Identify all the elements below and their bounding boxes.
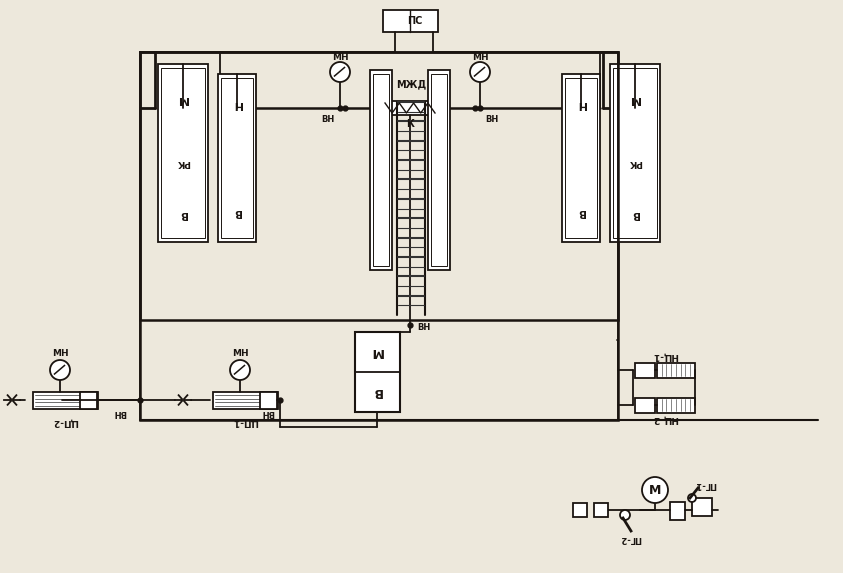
Bar bbox=[355, 332, 400, 412]
Text: К: К bbox=[406, 119, 414, 129]
Bar bbox=[383, 10, 438, 32]
Bar bbox=[594, 503, 608, 517]
Bar bbox=[221, 78, 253, 238]
Text: МЖД: МЖД bbox=[396, 79, 426, 89]
Text: ЦП-2: ЦП-2 bbox=[52, 418, 78, 426]
Text: М: М bbox=[630, 94, 641, 104]
Bar bbox=[562, 74, 600, 242]
Bar bbox=[613, 68, 657, 238]
Text: В: В bbox=[631, 209, 639, 219]
Bar bbox=[670, 502, 685, 520]
Bar bbox=[33, 392, 98, 409]
Circle shape bbox=[50, 360, 70, 380]
Text: ПС: ПС bbox=[407, 16, 422, 26]
Text: ВН: ВН bbox=[486, 115, 498, 124]
Text: ПГ-2: ПГ-2 bbox=[620, 535, 641, 544]
Bar bbox=[635, 398, 655, 413]
Text: ВН: ВН bbox=[321, 115, 335, 124]
Bar bbox=[218, 74, 256, 242]
Bar bbox=[80, 392, 97, 409]
Bar bbox=[260, 392, 277, 409]
Text: МН: МН bbox=[232, 350, 249, 359]
Bar bbox=[431, 74, 447, 266]
Text: Н: Н bbox=[577, 99, 586, 109]
Text: РК: РК bbox=[628, 159, 642, 167]
Bar bbox=[692, 498, 712, 516]
Text: НЦ-2: НЦ-2 bbox=[652, 414, 678, 423]
Text: МН: МН bbox=[331, 53, 348, 61]
Circle shape bbox=[620, 510, 630, 520]
Bar bbox=[373, 74, 389, 266]
Bar bbox=[213, 392, 278, 409]
Bar bbox=[140, 52, 618, 420]
Bar bbox=[385, 101, 435, 115]
Bar bbox=[610, 64, 660, 242]
Bar bbox=[140, 52, 618, 320]
Text: М: М bbox=[371, 346, 384, 359]
Circle shape bbox=[230, 360, 250, 380]
Circle shape bbox=[470, 62, 490, 82]
Text: В: В bbox=[373, 386, 382, 398]
Text: М: М bbox=[178, 94, 189, 104]
Circle shape bbox=[688, 494, 696, 502]
Text: ВН: ВН bbox=[417, 324, 431, 332]
Bar bbox=[657, 398, 695, 413]
Bar bbox=[657, 363, 695, 378]
Bar bbox=[573, 503, 587, 517]
Bar bbox=[565, 78, 597, 238]
Bar bbox=[158, 64, 208, 242]
Bar bbox=[635, 363, 655, 378]
Circle shape bbox=[330, 62, 350, 82]
Bar bbox=[370, 70, 392, 270]
Text: РК: РК bbox=[176, 159, 190, 167]
Text: ЦП-1: ЦП-1 bbox=[232, 418, 258, 426]
Text: В: В bbox=[577, 207, 585, 217]
Circle shape bbox=[642, 477, 668, 503]
Text: ВН: ВН bbox=[261, 407, 275, 417]
Text: МН: МН bbox=[472, 53, 488, 61]
Text: Н: Н bbox=[233, 99, 242, 109]
Text: В: В bbox=[179, 209, 187, 219]
Text: ВН: ВН bbox=[113, 407, 126, 417]
Bar bbox=[161, 68, 205, 238]
Text: М: М bbox=[649, 484, 661, 496]
Text: МН: МН bbox=[51, 350, 68, 359]
Text: В: В bbox=[233, 207, 241, 217]
Text: НЦ-1: НЦ-1 bbox=[652, 351, 678, 360]
Text: ПГ-1: ПГ-1 bbox=[694, 481, 716, 489]
Bar bbox=[428, 70, 450, 270]
